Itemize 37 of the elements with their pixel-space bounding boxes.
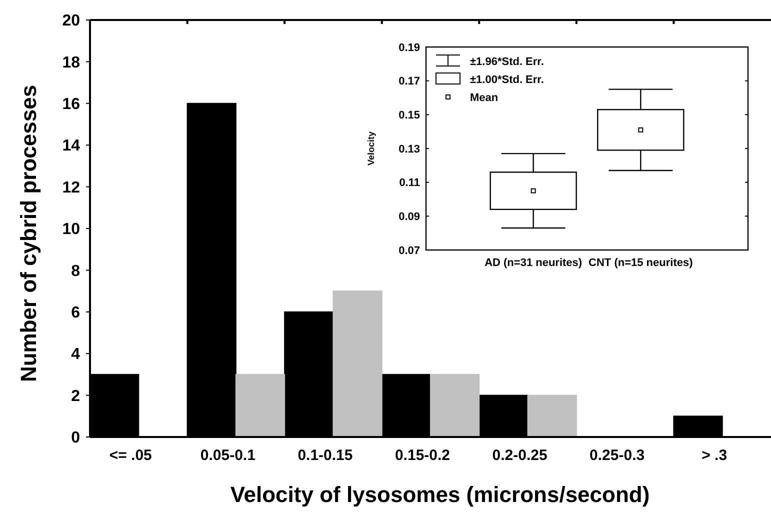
x-tick-label: 0.25-0.3: [590, 447, 645, 464]
annotation: Mean: [470, 92, 498, 104]
y-tick-label: 2: [71, 388, 80, 405]
y-tick-label: 0.09: [398, 211, 420, 224]
x-tick-label: 0.1-0.15: [298, 447, 353, 464]
y-tick-label: 0.07: [398, 244, 420, 257]
y-axis-title: Number of cybrid processes: [16, 84, 41, 382]
y-tick-label: 4: [71, 346, 80, 364]
y-tick-label: 0.17: [398, 76, 420, 88]
y-tick-label: 0.19: [398, 42, 420, 54]
x-tick-label: <= .05: [109, 447, 152, 464]
bar: [527, 394, 577, 438]
x-axis-title: Velocity of lysosomes (microns/second): [230, 482, 650, 507]
x-tick-label: 0.2-0.25: [492, 447, 548, 464]
y-axis-title: Velocity: [366, 131, 376, 166]
x-tick-label: > .3: [702, 447, 728, 464]
y-tick-label: 8: [71, 262, 80, 280]
bar: [430, 374, 480, 438]
y-tick-label: 6: [71, 304, 80, 322]
bar: [332, 290, 382, 438]
annotation: ±1.96*Std. Err.: [470, 56, 544, 68]
y-tick-label: 0: [71, 430, 80, 447]
annotation: ±1.00*Std. Err.: [470, 74, 544, 86]
y-tick-label: 0.15: [398, 110, 420, 122]
y-tick-label: 12: [62, 179, 80, 196]
x-tick-label: 0.15-0.2: [394, 447, 450, 464]
x-tick-label: CNT (n=15 neurites): [588, 257, 694, 269]
x-tick-label: AD (n=31 neurites): [484, 257, 582, 269]
y-tick-label: 18: [62, 54, 80, 72]
x-tick-label: 0.05-0.1: [200, 447, 256, 464]
y-tick-label: 16: [62, 96, 80, 113]
y-tick-label: 20: [62, 12, 80, 30]
y-tick-label: 10: [62, 221, 80, 238]
y-tick-label: 14: [62, 138, 80, 155]
y-tick-label: 0.13: [398, 143, 420, 156]
y-tick-label: 0.11: [399, 177, 420, 190]
bar: [235, 374, 286, 438]
